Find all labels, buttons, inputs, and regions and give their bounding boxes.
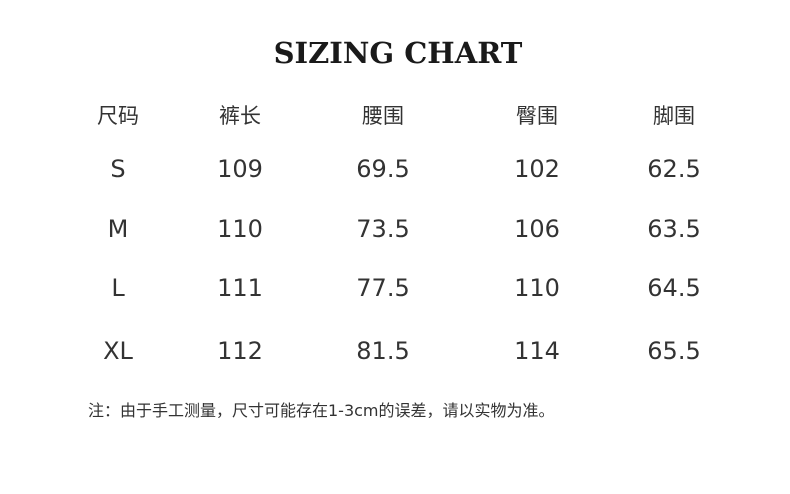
table-cell: 109 — [217, 155, 263, 183]
column-header: 腰围 — [362, 104, 404, 128]
table-cell: 81.5 — [356, 337, 410, 365]
table-cell: 69.5 — [356, 155, 410, 183]
table-cell: 110 — [514, 274, 560, 302]
table-cell: S — [110, 155, 126, 183]
table-cell: 112 — [217, 337, 263, 365]
table-cell: 102 — [514, 155, 560, 183]
page-title: SIZING CHART — [273, 36, 523, 70]
table-cell: 114 — [514, 337, 560, 365]
measurement-note: 注：由于手工测量，尺寸可能存在1-3cm的误差，请以实物为准。 — [88, 401, 555, 420]
table-cell: 73.5 — [356, 215, 410, 243]
table-cell: 63.5 — [647, 215, 701, 243]
table-cell: 64.5 — [647, 274, 701, 302]
table-cell: 106 — [514, 215, 560, 243]
table-cell: 111 — [217, 274, 263, 302]
column-header: 尺码 — [97, 104, 139, 128]
column-header: 脚围 — [653, 104, 695, 128]
table-cell: 62.5 — [647, 155, 701, 183]
table-cell: 77.5 — [356, 274, 410, 302]
table-cell: 65.5 — [647, 337, 701, 365]
table-cell: M — [107, 215, 129, 243]
table-cell: L — [111, 274, 125, 302]
column-header: 裤长 — [219, 104, 261, 128]
table-cell: XL — [103, 337, 133, 365]
column-header: 臀围 — [516, 104, 558, 128]
table-cell: 110 — [217, 215, 263, 243]
